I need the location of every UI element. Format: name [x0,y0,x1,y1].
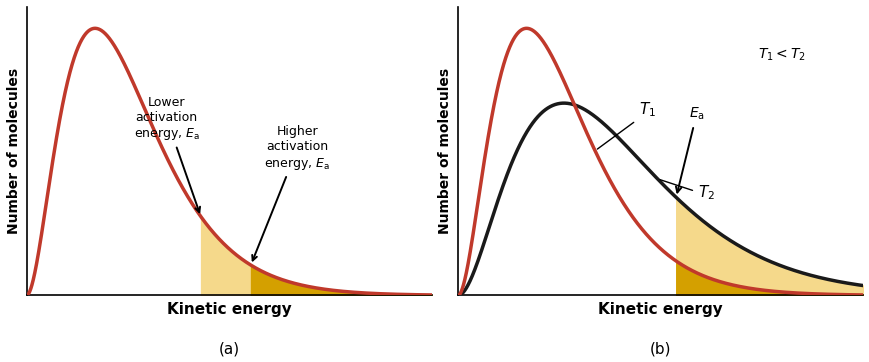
X-axis label: Kinetic energy: Kinetic energy [598,302,722,317]
Text: $T_1 < T_2$: $T_1 < T_2$ [757,47,805,63]
Y-axis label: Number of molecules: Number of molecules [7,68,21,234]
Text: Higher
activation
energy, $E_{\mathrm{a}}$: Higher activation energy, $E_{\mathrm{a}… [252,125,330,261]
Text: $T_2$: $T_2$ [660,180,714,202]
Text: Lower
activation
energy, $E_{\mathrm{a}}$: Lower activation energy, $E_{\mathrm{a}}… [134,96,200,212]
Text: (a): (a) [218,342,239,357]
Y-axis label: Number of molecules: Number of molecules [438,68,452,234]
X-axis label: Kinetic energy: Kinetic energy [167,302,291,317]
Text: (b): (b) [649,342,671,357]
Text: $E_{\mathrm{a}}$: $E_{\mathrm{a}}$ [675,106,704,193]
Text: $T_1$: $T_1$ [597,100,655,149]
